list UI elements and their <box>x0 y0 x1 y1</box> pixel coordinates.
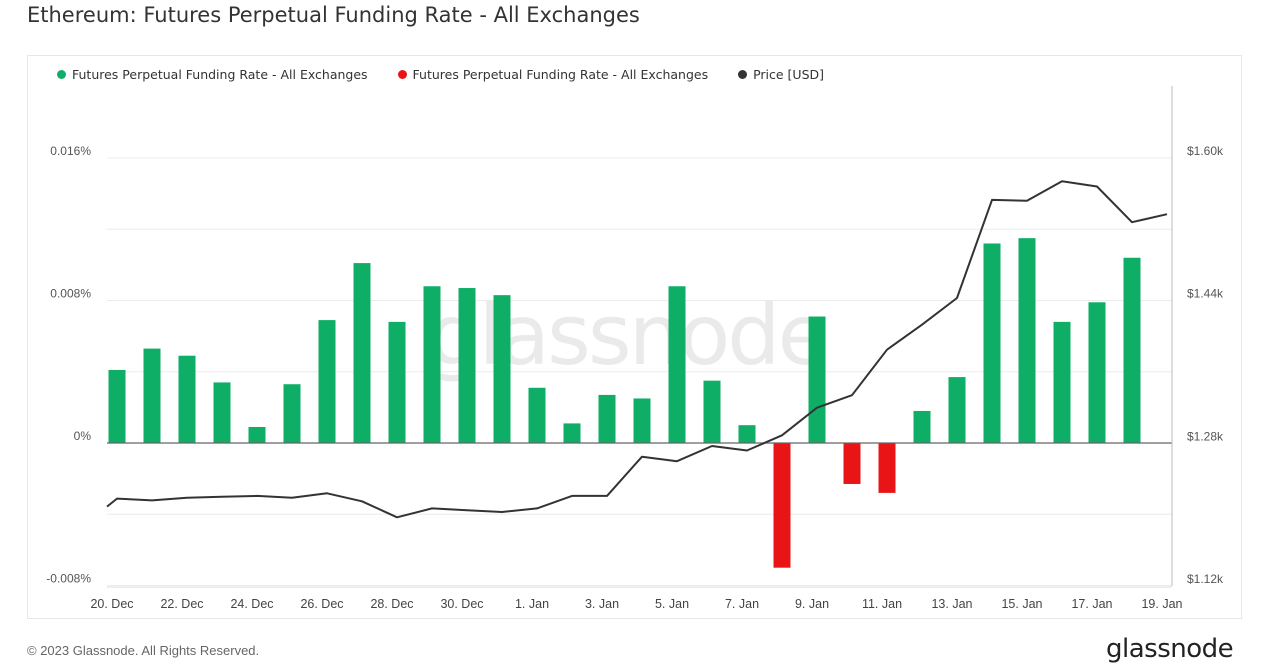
bar-positive <box>808 316 826 443</box>
legend-item-price[interactable]: Price [USD] <box>738 67 824 82</box>
bar-negative <box>878 443 896 493</box>
bar-positive <box>423 286 441 443</box>
bar-positive <box>248 426 266 443</box>
bar-positive <box>668 286 686 443</box>
legend-label: Futures Perpetual Funding Rate - All Exc… <box>72 67 368 82</box>
bar-negative <box>843 443 861 484</box>
bar-positive <box>1088 302 1106 443</box>
bar-positive <box>493 295 511 443</box>
bar-positive <box>178 355 196 443</box>
bar-positive <box>598 394 616 443</box>
bar-positive <box>283 384 301 443</box>
x-tick-label: 22. Dec <box>160 597 203 611</box>
x-tick-label: 9. Jan <box>795 597 829 611</box>
x-tick-label: 7. Jan <box>725 597 759 611</box>
bar-positive <box>703 380 721 443</box>
bar-negative <box>773 443 791 568</box>
x-tick-label: 30. Dec <box>440 597 483 611</box>
legend-item-funding-positive[interactable]: Futures Perpetual Funding Rate - All Exc… <box>57 67 368 82</box>
bar-positive <box>108 369 126 443</box>
bar-positive <box>353 263 371 443</box>
bar-positive <box>213 382 231 443</box>
x-tick-label: 11. Jan <box>862 597 902 611</box>
chart-legend: Futures Perpetual Funding Rate - All Exc… <box>57 67 824 82</box>
x-tick-label: 28. Dec <box>370 597 413 611</box>
bar-positive <box>913 410 931 443</box>
footer-logo[interactable]: glassnode <box>1106 634 1234 664</box>
bar-positive <box>563 423 581 443</box>
x-tick-label: 24. Dec <box>230 597 273 611</box>
y-left-tick-label: 0% <box>74 429 92 443</box>
x-tick-label: 20. Dec <box>90 597 133 611</box>
chart-panel <box>27 55 1242 619</box>
y-left-tick-label: 0.016% <box>50 144 91 158</box>
x-tick-label: 1. Jan <box>515 597 549 611</box>
x-tick-label: 26. Dec <box>300 597 343 611</box>
legend-item-funding-negative[interactable]: Futures Perpetual Funding Rate - All Exc… <box>397 67 709 82</box>
x-tick-label: 3. Jan <box>585 597 619 611</box>
y-left-tick-label: 0.008% <box>50 287 91 301</box>
y-right-tick-label: $1.44k <box>1187 287 1224 301</box>
x-tick-label: 19. Jan <box>1141 597 1182 611</box>
x-tick-label: 17. Jan <box>1071 597 1112 611</box>
legend-dot-red-icon <box>397 70 407 79</box>
page-title: Ethereum: Futures Perpetual Funding Rate… <box>27 3 640 27</box>
price-line <box>106 180 1168 519</box>
bar-positive <box>948 377 966 443</box>
bar-positive <box>388 321 406 443</box>
bar-positive <box>528 387 546 443</box>
bar-positive <box>458 288 476 443</box>
legend-dot-black-icon <box>738 70 748 79</box>
x-tick-label: 15. Jan <box>1001 597 1042 611</box>
legend-label: Futures Perpetual Funding Rate - All Exc… <box>412 67 709 82</box>
bar-positive <box>143 348 161 443</box>
bar-positive <box>983 243 1001 443</box>
bar-positive <box>1018 238 1036 443</box>
x-tick-label: 5. Jan <box>655 597 689 611</box>
bar-positive <box>633 398 651 443</box>
legend-dot-green-icon <box>57 70 66 79</box>
legend-label: Price [USD] <box>753 67 825 82</box>
y-left-tick-label: -0.008% <box>46 572 91 586</box>
x-tick-label: 13. Jan <box>931 597 972 611</box>
copyright-text: © 2023 Glassnode. All Rights Reserved. <box>27 643 260 658</box>
bar-positive <box>1123 257 1141 443</box>
bar-positive <box>1053 321 1071 443</box>
bar-positive <box>318 320 336 443</box>
y-right-tick-label: $1.12k <box>1187 572 1224 586</box>
bar-positive <box>738 425 756 443</box>
y-right-tick-label: $1.28k <box>1187 429 1224 443</box>
y-right-tick-label: $1.60k <box>1187 144 1224 158</box>
